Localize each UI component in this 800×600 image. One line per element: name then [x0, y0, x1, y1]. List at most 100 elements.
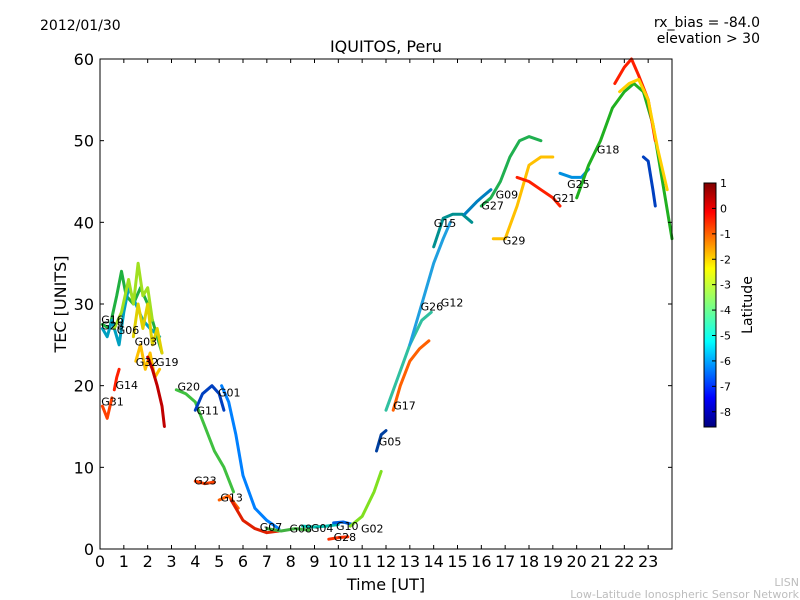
x-tick-label-14: 14: [423, 552, 443, 571]
series-line-g05-19: [375, 429, 388, 453]
x-tick-label-0: 0: [95, 552, 105, 571]
series-line-g20-8: [174, 388, 235, 494]
y-tick-label-0: 0: [84, 540, 94, 559]
sat-label-g05-19: G05: [379, 435, 402, 448]
series-line-g18-29: [575, 82, 674, 241]
series-line-g01-10: [220, 384, 281, 531]
sat-label-g07-13: G07: [260, 521, 283, 534]
chart-title: IQUITOS, Peru: [330, 37, 442, 56]
sat-label-g18-29: G18: [597, 144, 620, 157]
series-line-g18-32: [641, 155, 657, 208]
y-tick-label-60: 60: [74, 50, 94, 69]
series-line-g12-22: [408, 220, 452, 347]
series-line-g23-11: [193, 479, 216, 486]
sat-label-g29-26: G29: [503, 234, 526, 247]
sat-label-g28-17: G28: [334, 531, 357, 544]
sat-label-g15-23: G15: [434, 217, 457, 230]
sat-label-g02-18: G02: [361, 523, 384, 536]
y-tick-label-10: 10: [74, 458, 94, 477]
x-tick-label-17: 17: [495, 552, 515, 571]
series-line-g08-14: [265, 527, 312, 533]
series-line-g11-9: [193, 384, 226, 412]
colorbar-tick-label--4: -4: [720, 304, 731, 317]
sat-label-g12-22: G12: [441, 296, 464, 309]
sat-label-g04-15: G04: [311, 522, 334, 535]
footer-lisn: LISN: [774, 576, 799, 589]
x-tick-label-22: 22: [614, 552, 634, 571]
x-tick-label-10: 10: [328, 552, 348, 571]
series-line-g14-1: [112, 367, 121, 392]
series-line-g28-3: [100, 286, 162, 347]
series-line-g21-27: [515, 175, 562, 208]
colorbar-label: Latitude: [740, 276, 756, 334]
colorbar: [703, 182, 717, 428]
x-tick-label-21: 21: [590, 552, 610, 571]
sat-label-g17-20: G17: [393, 399, 416, 412]
elevation-label: elevation > 30: [657, 31, 760, 47]
x-tick-label-23: 23: [638, 552, 658, 571]
x-axis-label: Time [UT]: [346, 575, 425, 594]
sat-label-g13-12: G13: [220, 492, 243, 505]
x-tick-label-7: 7: [262, 552, 272, 571]
sat-label-g03-5: G03: [135, 336, 158, 349]
sat-label-g06-4: G06: [117, 324, 140, 337]
x-tick-label-13: 13: [400, 552, 420, 571]
series-line-g09-25: [479, 135, 543, 208]
colorbar-tick-label-1: 1: [720, 177, 727, 190]
series-line-g28-17: [327, 535, 350, 541]
y-tick-label-30: 30: [74, 295, 94, 314]
x-tick-label-15: 15: [447, 552, 467, 571]
colorbar-tick-label--3: -3: [720, 279, 731, 292]
colorbar-tick-label-0: 0: [720, 202, 727, 215]
series-line-g07-13: [229, 498, 281, 535]
colorbar-tick-label--8: -8: [720, 406, 731, 419]
x-tick-label-12: 12: [376, 552, 396, 571]
sat-label-g14-1: G14: [116, 379, 139, 392]
y-axis-label: TEC [UNITS]: [51, 256, 70, 354]
series-line-g15-23: [432, 212, 474, 249]
series-line-g19-7: [146, 355, 166, 428]
x-tick-label-1: 1: [119, 552, 129, 571]
x-tick-label-19: 19: [543, 552, 563, 571]
footer-network: Low-Latitude Ionospheric Sensor Network: [570, 588, 799, 600]
sat-label-g31-0: G31: [101, 395, 124, 408]
x-tick-label-18: 18: [519, 552, 539, 571]
series-line-g10-16: [332, 520, 355, 526]
y-tick-label-20: 20: [74, 377, 94, 396]
x-tick-label-9: 9: [309, 552, 319, 571]
date-label: 2012/01/30: [40, 18, 121, 34]
colorbar-ticks: 1 0 -1 -2 -3 -4 -5 -6 -7 -8: [712, 177, 731, 419]
x-tick-label-11: 11: [352, 552, 372, 571]
sat-label-g25-28: G25: [567, 178, 590, 191]
sat-label-g20-8: G20: [178, 381, 201, 394]
x-tick-label-2: 2: [143, 552, 153, 571]
sat-label-g27-24: G27: [481, 199, 504, 212]
series-line-g02-18: [348, 469, 383, 528]
y-tick-label-40: 40: [74, 213, 94, 232]
sat-label-g09-25: G09: [496, 189, 519, 202]
sat-label-g32-6: G32: [136, 356, 159, 369]
sat-label-g10-16: G10: [336, 520, 359, 533]
x-tick-label-5: 5: [214, 552, 224, 571]
x-tick-label-4: 4: [190, 552, 200, 571]
sat-label-g21-27: G21: [553, 192, 576, 205]
y-tick-label-50: 50: [74, 132, 94, 151]
x-tick-label-20: 20: [566, 552, 586, 571]
sat-label-g11-10: G11: [197, 404, 220, 417]
sat-label-g26-21: G26: [421, 301, 444, 314]
series-line-g27-24: [463, 188, 493, 216]
series-line-g31-0: [100, 396, 114, 420]
series-line-g04-15: [301, 523, 340, 529]
x-tick-label-3: 3: [166, 552, 176, 571]
series-line-g06-4: [112, 261, 154, 330]
colorbar-tick-label--1: -1: [720, 228, 731, 241]
sat-label-g16-2: G16: [101, 314, 124, 327]
x-tick-label-16: 16: [471, 552, 491, 571]
colorbar-tick-label--7: -7: [720, 380, 731, 393]
series-line-g29-26: [491, 155, 555, 241]
sat-label-g08-14: G08: [290, 523, 313, 536]
colorbar-tick-label--5: -5: [720, 330, 731, 343]
colorbar-tick-label--6: -6: [720, 355, 731, 368]
plot-frame: [99, 58, 673, 550]
